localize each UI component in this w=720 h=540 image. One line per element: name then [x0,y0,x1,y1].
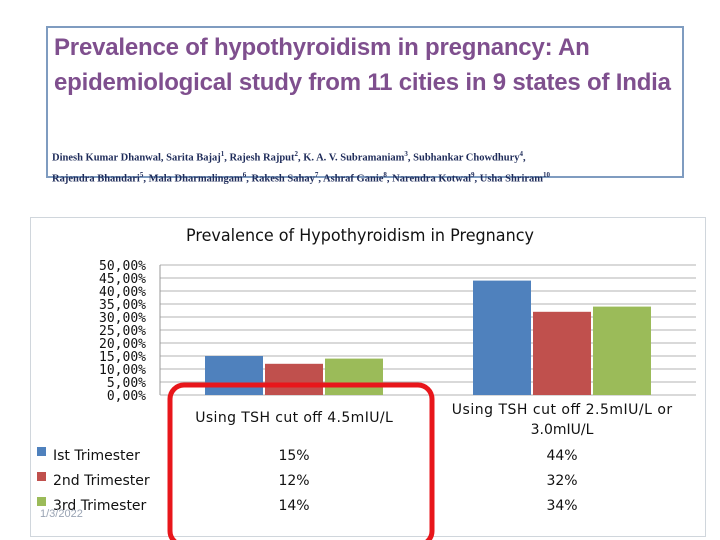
slide-date: 1/3/2022 [40,508,83,520]
author-name: Usha Shriram [479,173,544,184]
y-tick-label: 25,00% [99,324,146,339]
author-affiliation: 6 [242,170,247,179]
legend-swatch [37,472,46,481]
data-label: 32% [546,473,577,489]
chart-title: Prevalence of Hypothyroidism in Pregnanc… [186,226,534,246]
bar [325,358,383,395]
legend-label: 3rd Trimester [53,498,147,514]
highlight-box [167,382,435,540]
y-tick-label: 10,00% [99,363,146,378]
y-tick-label: 30,00% [99,311,146,326]
paper-header: Prevalence of hypothyroidism in pregnanc… [46,26,684,184]
bar [473,280,531,395]
author-affiliation: 5 [139,170,144,179]
y-tick-label: 15,00% [99,350,146,365]
y-tick-label: 35,00% [99,298,146,313]
data-label: 14% [278,498,309,514]
legend-swatch [37,447,46,456]
author-affiliation: 2 [294,150,299,158]
author-affiliation: 10 [543,170,551,179]
author-affiliation: 1 [220,150,225,158]
author-affiliation: 4 [519,150,523,158]
category-label: Using TSH cut off 4.5mIU/L [195,410,393,426]
y-tick-label: 0,00% [107,389,146,404]
bar [265,363,323,395]
category-label: 3.0mIU/L [531,422,594,438]
author-name: Rajesh Rajput [229,152,295,164]
author-name: K. A. V. Subramaniam [303,152,405,164]
paper-title: Prevalence of hypothyroidism in pregnanc… [54,34,671,96]
legend-label: 2nd Trimester [53,473,150,489]
y-tick-label: 50,00% [99,259,146,274]
author-name: Rakesh Sahay [251,173,315,184]
bar [205,356,263,395]
author-name: Sarita Bajaj [166,152,221,164]
bar [593,306,651,395]
author-affiliation: 3 [404,150,408,158]
data-label: 15% [278,448,309,464]
author-name: Dinesh Kumar Dhanwal [52,152,161,164]
y-tick-label: 40,00% [99,285,146,300]
data-label: 44% [546,448,577,464]
chart-frame [30,217,706,537]
legend-swatch [37,497,46,506]
author-name: Mala Dharmalingam [148,173,243,184]
category-label: Using TSH cut off 2.5mIU/L or [452,402,673,418]
y-tick-label: 20,00% [99,337,146,352]
y-tick-label: 5,00% [107,376,146,391]
author-affiliation: 8 [383,170,387,179]
author-name: Ashraf Ganie [323,173,384,184]
author-affiliation: 9 [470,170,475,179]
paper-authors: Dinesh Kumar Dhanwal, Sarita Bajaj1, Raj… [52,150,551,184]
y-tick-label: 45,00% [99,272,146,287]
author-affiliation: 7 [314,170,319,179]
data-label: 34% [546,498,577,514]
bar [533,311,591,395]
data-label: 12% [278,473,309,489]
author-name: Narendra Kotwal [392,173,471,184]
author-name: Rajendra Bhandari [52,173,140,184]
author-name: Subhankar Chowdhury [413,152,520,164]
legend-label: Ist Trimester [53,448,140,464]
